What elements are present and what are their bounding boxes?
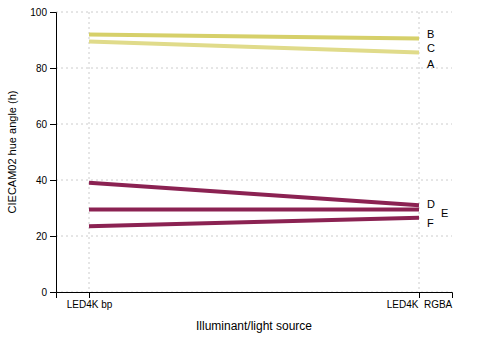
tick-label: 0 — [41, 287, 47, 298]
grid — [56, 12, 452, 292]
tick-mark — [89, 292, 90, 298]
line — [89, 207, 419, 211]
tick-label: 40 — [36, 175, 48, 186]
lines — [89, 34, 419, 226]
tick-mark — [50, 68, 56, 69]
tick-label: LED4K bp — [67, 299, 113, 310]
axis-line — [50, 13, 57, 293]
tick: 80 — [36, 63, 56, 74]
tick-label: 80 — [36, 63, 48, 74]
tick-mark — [50, 292, 56, 293]
annotation: D — [427, 198, 435, 210]
tick: 0 — [41, 287, 56, 298]
annotation: E — [441, 207, 448, 219]
grid-line — [56, 124, 452, 125]
chart: 0 20 40 60 80 100 LED4K bp LED4K RGBA Illuminant… — [0, 0, 500, 338]
tick-mark — [50, 180, 56, 181]
grid-line — [56, 12, 452, 13]
line — [89, 183, 419, 205]
annotation: A — [427, 58, 435, 70]
tick-label: 20 — [36, 231, 48, 242]
grid-line — [56, 68, 452, 69]
x-axis-title: Illuminant/light source — [196, 319, 312, 333]
grid-line — [89, 12, 90, 292]
tick-label: 100 — [30, 7, 47, 18]
tick: 100 — [30, 7, 56, 18]
tick-label: LED4K RGBA — [387, 299, 453, 310]
tick: 40 — [36, 175, 56, 186]
tick-mark — [50, 236, 56, 237]
x-axis: LED4K bp LED4K RGBA — [57, 292, 453, 310]
annotation: C — [427, 42, 435, 54]
tick-label: 60 — [36, 119, 48, 130]
line — [89, 41, 419, 52]
tick: 60 — [36, 119, 56, 130]
tick-mark — [50, 124, 56, 125]
annotation: B — [427, 28, 434, 40]
tick: LED4K RGBA — [387, 292, 453, 310]
line — [89, 218, 419, 226]
line — [89, 34, 419, 38]
tick-mark — [419, 292, 420, 298]
y-axis: 0 20 40 60 80 100 — [30, 7, 56, 298]
annotations: BCA DEF — [427, 28, 448, 229]
grid-line — [56, 180, 452, 181]
y-axis-title: CIECAM02 hue angle (h) — [6, 91, 18, 214]
plot: 0 20 40 60 80 100 LED4K bp LED4K RGBA Illuminant… — [6, 7, 453, 333]
tick-mark — [50, 12, 56, 13]
tick: 20 — [36, 231, 56, 242]
tick: LED4K bp — [67, 292, 113, 310]
annotation: F — [427, 217, 434, 229]
axis-line — [57, 293, 453, 299]
grid-line — [56, 236, 452, 237]
